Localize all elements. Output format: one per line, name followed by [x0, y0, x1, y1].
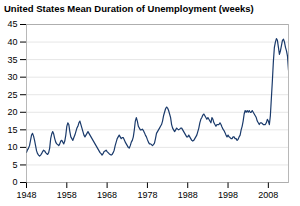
svg-text:5: 5: [12, 160, 17, 170]
svg-text:1988: 1988: [178, 190, 198, 200]
svg-text:2008: 2008: [258, 190, 278, 200]
svg-text:0: 0: [12, 177, 17, 187]
svg-text:35: 35: [7, 54, 17, 64]
svg-text:10: 10: [7, 142, 17, 152]
html-text:United States Mean Duration of: United States Mean Duration of Unemploym…: [4, 3, 254, 14]
svg-text:1998: 1998: [218, 190, 238, 200]
svg-text:20: 20: [7, 107, 17, 117]
svg-text:15: 15: [7, 125, 17, 135]
svg-text:40: 40: [7, 37, 17, 47]
svg-text:1968: 1968: [97, 190, 117, 200]
svg-text:45: 45: [7, 19, 17, 29]
svg-text:1948: 1948: [16, 190, 36, 200]
svg-text:30: 30: [7, 72, 17, 82]
svg-text:25: 25: [7, 90, 17, 100]
svg-text:1978: 1978: [137, 190, 157, 200]
svg-text:1958: 1958: [57, 190, 77, 200]
